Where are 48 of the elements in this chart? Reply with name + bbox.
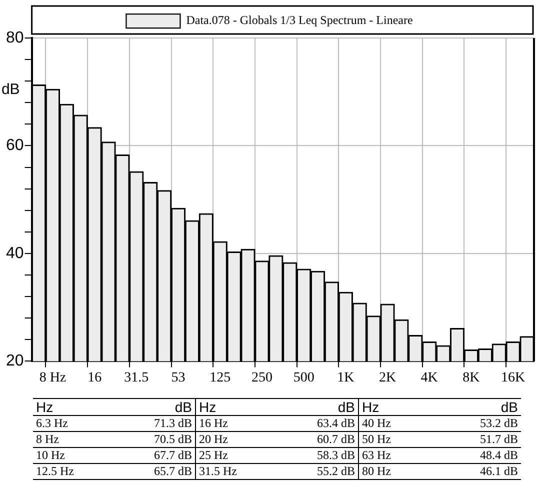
text: 60.7 dB <box>282 432 358 448</box>
text: 70.5 dB <box>119 432 196 448</box>
text: 51.7 dB <box>445 432 521 448</box>
text: 25 Hz <box>196 448 282 464</box>
text: dB <box>119 398 196 416</box>
y-tick-label: 40 <box>6 244 24 262</box>
text: 8 Hz <box>33 432 119 448</box>
text: Hz <box>362 399 380 415</box>
legend-label: Data.078 - Globals 1/3 Leq Spectrum - Lineare <box>186 13 413 28</box>
x-tick-label: 8K <box>462 370 480 386</box>
text: 67.7 dB <box>119 448 196 464</box>
text: 58.3 dB <box>282 448 358 464</box>
x-tick-label: 250 <box>251 370 272 386</box>
text: 63 Hz <box>358 448 445 464</box>
text: 10 Hz <box>33 448 119 464</box>
text: 40 Hz <box>358 416 445 432</box>
text: 46.1 dB <box>445 464 521 480</box>
text: 20 Hz <box>196 432 282 448</box>
x-tick-label: 8 Hz <box>39 370 66 386</box>
text: 63.4 dB <box>282 416 358 432</box>
y-tick-label: 80 <box>6 29 24 46</box>
text: dB <box>338 399 355 415</box>
text: 55.2 dB <box>282 464 358 480</box>
text: 12.5 Hz <box>33 464 119 480</box>
y-tick-label: 20 <box>6 352 24 370</box>
text: 53.2 dB <box>445 416 521 432</box>
text: 65.7 dB <box>119 464 196 480</box>
text: dB <box>500 399 518 415</box>
x-tick-label: 31.5 <box>124 370 149 386</box>
text: 48.4 dB <box>445 448 521 464</box>
x-tick-label: 53 <box>171 370 186 386</box>
x-tick-label: 125 <box>210 370 231 386</box>
x-tick-label: 1K <box>337 370 354 386</box>
x-tick-label: 4K <box>420 370 438 386</box>
text: 80 Hz <box>358 464 445 480</box>
text: Hz <box>33 398 119 416</box>
y-axis-title: dB <box>1 81 20 98</box>
text: 6.3 Hz <box>33 416 119 432</box>
text: 16 Hz <box>196 416 282 432</box>
text: 50 Hz <box>358 432 445 448</box>
text: Hz <box>199 399 216 415</box>
x-tick-label: 500 <box>293 370 314 386</box>
x-tick-label: 16K <box>501 370 526 386</box>
y-tick-label: 60 <box>6 137 24 154</box>
text: 71.3 dB <box>119 416 196 432</box>
text: 31.5 Hz <box>196 464 282 480</box>
x-tick-label: 2K <box>378 370 396 386</box>
x-tick-label: 16 <box>88 370 102 386</box>
